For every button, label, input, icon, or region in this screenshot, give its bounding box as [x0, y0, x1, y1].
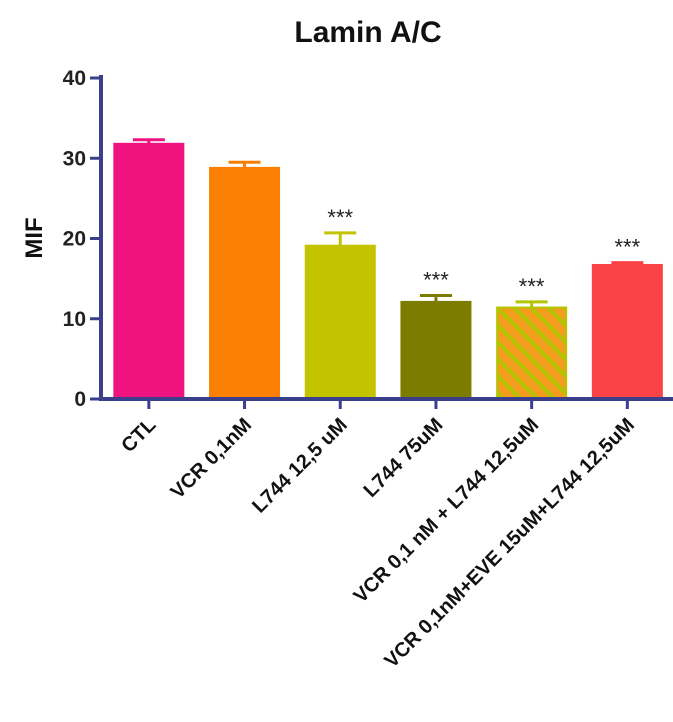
chart-title: Lamin A/C: [294, 16, 441, 49]
bar: [591, 263, 663, 401]
y-tick-label: 20: [63, 228, 86, 251]
category-label: L744 12,5 uM: [248, 414, 352, 518]
y-tick-label: 30: [63, 147, 86, 170]
category-label: VCR 0,1nM: [167, 414, 256, 503]
y-tick-label: 40: [63, 67, 86, 90]
significance-label: ***: [519, 274, 545, 299]
category-label: VCR 0,1 nM + L744 12,5uM: [350, 414, 544, 608]
y-axis-label: MIF: [21, 217, 48, 258]
y-tick-label: 10: [63, 308, 86, 331]
bar: [400, 300, 472, 400]
bar: [304, 244, 376, 400]
category-label: L744 75uM: [360, 414, 448, 502]
significance-label: ***: [615, 235, 641, 260]
y-tick-label: 0: [74, 388, 86, 411]
significance-label: ***: [327, 205, 353, 230]
significance-label: ***: [423, 267, 449, 292]
bar: [496, 306, 568, 401]
bar: [113, 142, 185, 400]
bar: [209, 166, 281, 400]
category-label: CTL: [117, 414, 160, 457]
